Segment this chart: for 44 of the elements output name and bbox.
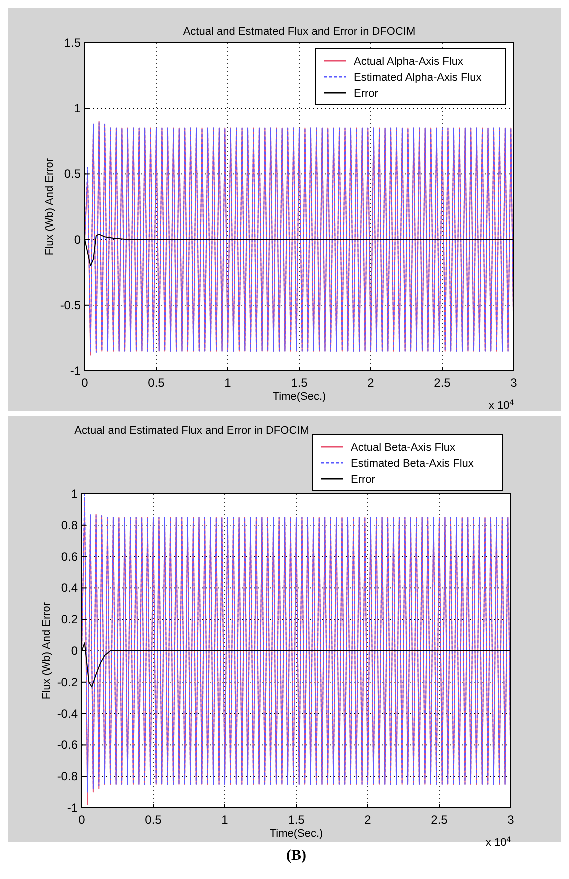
x-axis-title: Time(Sec.) — [270, 828, 324, 840]
x-tick-label: 3 — [508, 813, 515, 827]
y-tick-label: -0.2 — [57, 675, 78, 690]
text: (B) — [286, 848, 306, 864]
x-tick-label: 2 — [368, 376, 375, 390]
x-tick-label: 3 — [510, 376, 518, 390]
y-tick-label: -0.5 — [60, 298, 82, 312]
chart-title: Actual and Estimated Flux and Error in DFOCIM — [74, 425, 310, 437]
y-tick-label: -1 — [70, 364, 82, 378]
y-tick-label: 0.6 — [61, 550, 78, 564]
y-tick-label: 0.5 — [64, 167, 82, 182]
x-tick-label: 1 — [224, 376, 232, 390]
y-tick-label: 0 — [74, 232, 82, 247]
y-axis-title: Flux (Wb) And Error — [44, 158, 56, 256]
x-tick-label: 1.5 — [291, 376, 308, 390]
y-tick-label: 1.5 — [64, 36, 82, 50]
legend-label: Estimated Alpha-Axis Flux — [354, 72, 482, 84]
chart-title: Actual and Estmated Flux and Error in DFOCIM — [183, 26, 416, 38]
y-tick-label: 1 — [71, 487, 78, 501]
x-tick-label: 0.5 — [145, 813, 162, 827]
legend-label: Actual Alpha-Axis Flux — [354, 56, 464, 68]
text: x 10$^{4}$ — [486, 834, 512, 849]
y-tick-label: 0.2 — [61, 612, 78, 627]
x-tick-label: 2 — [364, 813, 372, 827]
y-tick-label: -1 — [67, 801, 78, 815]
x-tick-label: 0.5 — [148, 376, 166, 390]
legend-label: Estimated Beta-Axis Flux — [351, 458, 474, 470]
y-tick-label: 0.8 — [61, 518, 78, 532]
x-tick-label: 1 — [222, 813, 229, 827]
y-axis-title: Flux (Wb) And Error — [41, 602, 53, 700]
legend-label: Error — [354, 88, 379, 100]
y-tick-label: -0.8 — [57, 770, 78, 784]
y-tick-label: 0 — [71, 644, 78, 658]
y-tick-label: -0.4 — [57, 706, 78, 721]
x-tick-label: 2.5 — [434, 376, 452, 390]
x-tick-label: 1.5 — [288, 813, 306, 827]
text: x 10$^{4}$ — [488, 398, 515, 412]
legend-label: Error — [351, 474, 376, 486]
y-tick-label: 1 — [74, 102, 82, 116]
y-tick-label: -0.6 — [57, 738, 78, 752]
x-tick-label: 2.5 — [431, 813, 448, 827]
legend-label: Actual Beta-Axis Flux — [351, 442, 456, 454]
x-axis-title: Time(Sec.) — [272, 391, 326, 403]
y-tick-label: 0.4 — [61, 581, 78, 596]
